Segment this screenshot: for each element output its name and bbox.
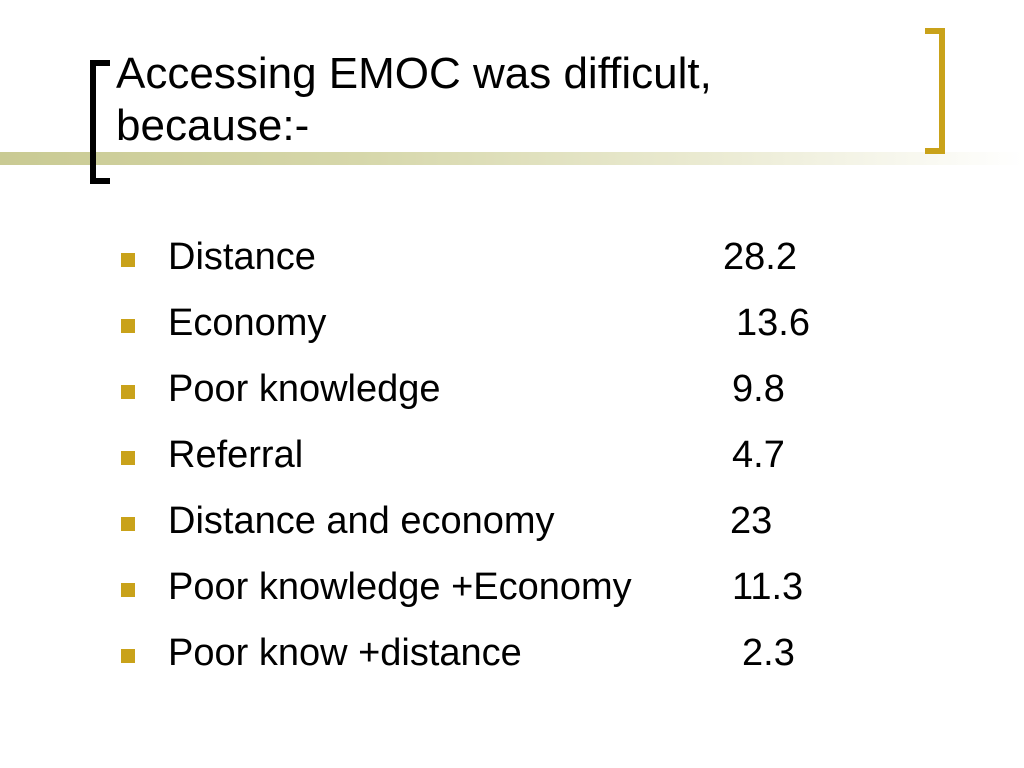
square-bullet-icon [121, 253, 135, 267]
list-item: Referral 4.7 [118, 426, 938, 492]
bullet-label: Distance [168, 236, 316, 278]
square-bullet-icon [121, 319, 135, 333]
slide-title-line-2: because:- [116, 101, 310, 150]
list-item: Poor know +distance 2.3 [118, 624, 938, 690]
bullet-value: 9.8 [732, 368, 785, 410]
bullet-label: Poor know +distance [168, 632, 522, 674]
left-bracket-decoration [90, 60, 110, 184]
bullet-value: 11.3 [732, 566, 804, 608]
bullet-list: Distance 28.2 Economy 13.6 Poor knowledg… [118, 228, 938, 690]
bullet-value: 13.6 [736, 302, 810, 344]
bullet-label: Referral [168, 434, 304, 476]
bullet-value: 28.2 [723, 236, 797, 278]
slide-title: Accessing EMOC was difficult, because:- [116, 48, 916, 152]
list-item: Economy 13.6 [118, 294, 938, 360]
list-item: Distance and economy 23 [118, 492, 938, 558]
title-underline-band [0, 152, 1024, 165]
list-item: Poor knowledge 9.8 [118, 360, 938, 426]
list-item: Distance 28.2 [118, 228, 938, 294]
square-bullet-icon [121, 517, 135, 531]
square-bullet-icon [121, 583, 135, 597]
slide-title-line-1: Accessing EMOC was difficult, [116, 49, 712, 98]
bullet-label: Poor knowledge [168, 368, 441, 410]
bullet-value: 23 [730, 500, 773, 542]
bullet-value: 4.7 [732, 434, 785, 476]
bullet-label: Economy [168, 302, 327, 344]
bullet-value: 2.3 [742, 632, 795, 674]
list-item: Poor knowledge +Economy 11.3 [118, 558, 938, 624]
bullet-label: Distance and economy [168, 500, 555, 542]
square-bullet-icon [121, 649, 135, 663]
right-bracket-decoration [925, 28, 945, 154]
square-bullet-icon [121, 451, 135, 465]
bullet-label: Poor knowledge +Economy [168, 566, 632, 608]
square-bullet-icon [121, 385, 135, 399]
